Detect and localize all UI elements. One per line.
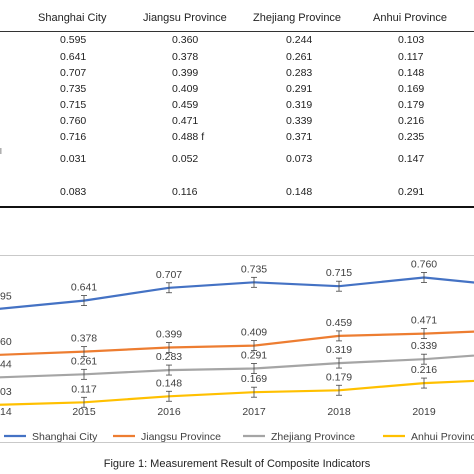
table-cell: 0.291: [398, 186, 425, 198]
data-label: 0.117: [71, 383, 97, 395]
table-cell: 0.291: [286, 83, 313, 95]
col-header-zhejiang: Zhejiang Province: [253, 12, 342, 24]
col-header-anhui: Anhui Province: [373, 12, 447, 24]
table-cell: 0.760: [60, 115, 87, 127]
data-label: 0.319: [326, 344, 352, 356]
table-cell: 0.261: [286, 51, 313, 63]
chart-frame: [0, 255, 474, 443]
table-bottom-rule: [0, 206, 474, 208]
data-label: 0.459: [326, 317, 352, 329]
data-label: 0.216: [411, 364, 437, 376]
chart-svg: 95 0.641 0.707 0.735 0.715 0.760 60 0.378 0.399 0…: [0, 258, 474, 443]
table-cell: 0.148: [286, 186, 313, 198]
line-chart: 95 0.641 0.707 0.735 0.715 0.760 60 0.378 0.399 0…: [0, 255, 474, 455]
x-tick-label: 2018: [327, 406, 351, 418]
legend-label: Anhui Province: [411, 431, 474, 443]
data-label: 0.715: [326, 267, 352, 279]
table-cell: 0.409: [172, 83, 199, 95]
table-cell: 0.179: [398, 99, 425, 111]
data-label: 0.169: [241, 373, 267, 385]
col-header-jiangsu: Jiangsu Province: [143, 12, 227, 24]
table-cell: 0.488 f: [172, 131, 205, 143]
x-tick-label: 14: [0, 406, 12, 418]
table-cell: 0.216: [398, 115, 425, 127]
data-label: 0.399: [156, 329, 182, 341]
data-label: 44: [0, 359, 12, 371]
table-cell: 0.235: [398, 131, 425, 143]
data-label: 0.261: [71, 355, 97, 367]
figure-caption: Figure 1: Measurement Result of Composit…: [103, 458, 371, 470]
data-label: 60: [0, 336, 12, 348]
indicator-table: Shanghai City Jiangsu Province Zhejiang …: [0, 0, 474, 210]
table-cell: 0.117: [398, 51, 424, 63]
data-label: 0.409: [241, 327, 267, 339]
table-cell: 0.716: [60, 131, 87, 143]
data-label: 0.291: [241, 350, 267, 362]
table-cell: 0.360: [172, 34, 199, 46]
table-cell: 0.244: [286, 34, 313, 46]
data-label: 0.148: [156, 377, 182, 389]
table-cell: 0.169: [398, 83, 425, 95]
x-tick-label: 2016: [157, 406, 181, 418]
data-label: 0.471: [411, 315, 437, 327]
table-cell: 0.083: [60, 186, 87, 198]
data-label: 0.179: [326, 371, 352, 383]
legend-label: Zhejiang Province: [271, 431, 355, 443]
side-mark: l: [0, 147, 2, 156]
table-cell: 0.116: [172, 186, 198, 198]
data-label: 95: [0, 291, 12, 303]
table-cell: 0.371: [286, 131, 313, 143]
table-cell: 0.147: [398, 153, 425, 165]
x-tick-label: 2017: [242, 406, 266, 418]
table-cell: 0.283: [286, 67, 313, 79]
table-cell: 0.735: [60, 83, 87, 95]
table-cell: 0.031: [60, 153, 87, 165]
table-cell: 0.471: [172, 115, 199, 127]
table-cell: 0.378: [172, 51, 199, 63]
data-label: 0.735: [241, 263, 267, 275]
table-cell: 0.399: [172, 67, 199, 79]
table-cell: 0.073: [286, 153, 313, 165]
table-cell: 0.148: [398, 67, 425, 79]
data-label: 0.283: [156, 351, 182, 363]
table-top-rule: [0, 31, 474, 32]
data-label: 0.378: [71, 333, 97, 345]
legend-label: Jiangsu Province: [141, 431, 221, 443]
col-header-shanghai: Shanghai City: [38, 12, 107, 24]
data-label: 0.760: [411, 258, 437, 270]
table-cell: 0.641: [60, 51, 87, 63]
x-tick-label: 2019: [412, 406, 436, 418]
data-label: 0.339: [411, 340, 437, 352]
table-cell: 0.103: [398, 34, 425, 46]
table-cell: 0.707: [60, 67, 87, 79]
data-label: 0.707: [156, 269, 182, 281]
table-cell: 0.459: [172, 99, 199, 111]
x-tick-label: 2015: [72, 406, 96, 418]
data-label: 03: [0, 386, 12, 398]
table-cell: 0.715: [60, 99, 87, 111]
data-label: 0.641: [71, 282, 97, 294]
table-cell: 0.339: [286, 115, 313, 127]
table-cell: 0.595: [60, 34, 87, 46]
legend-label: Shanghai City: [32, 431, 98, 443]
table-cell: 0.052: [172, 153, 199, 165]
table-cell: 0.319: [286, 99, 313, 111]
